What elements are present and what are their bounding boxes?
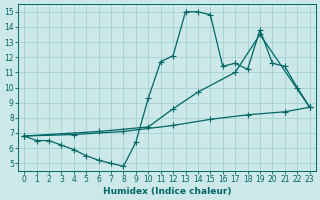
X-axis label: Humidex (Indice chaleur): Humidex (Indice chaleur) <box>103 187 231 196</box>
